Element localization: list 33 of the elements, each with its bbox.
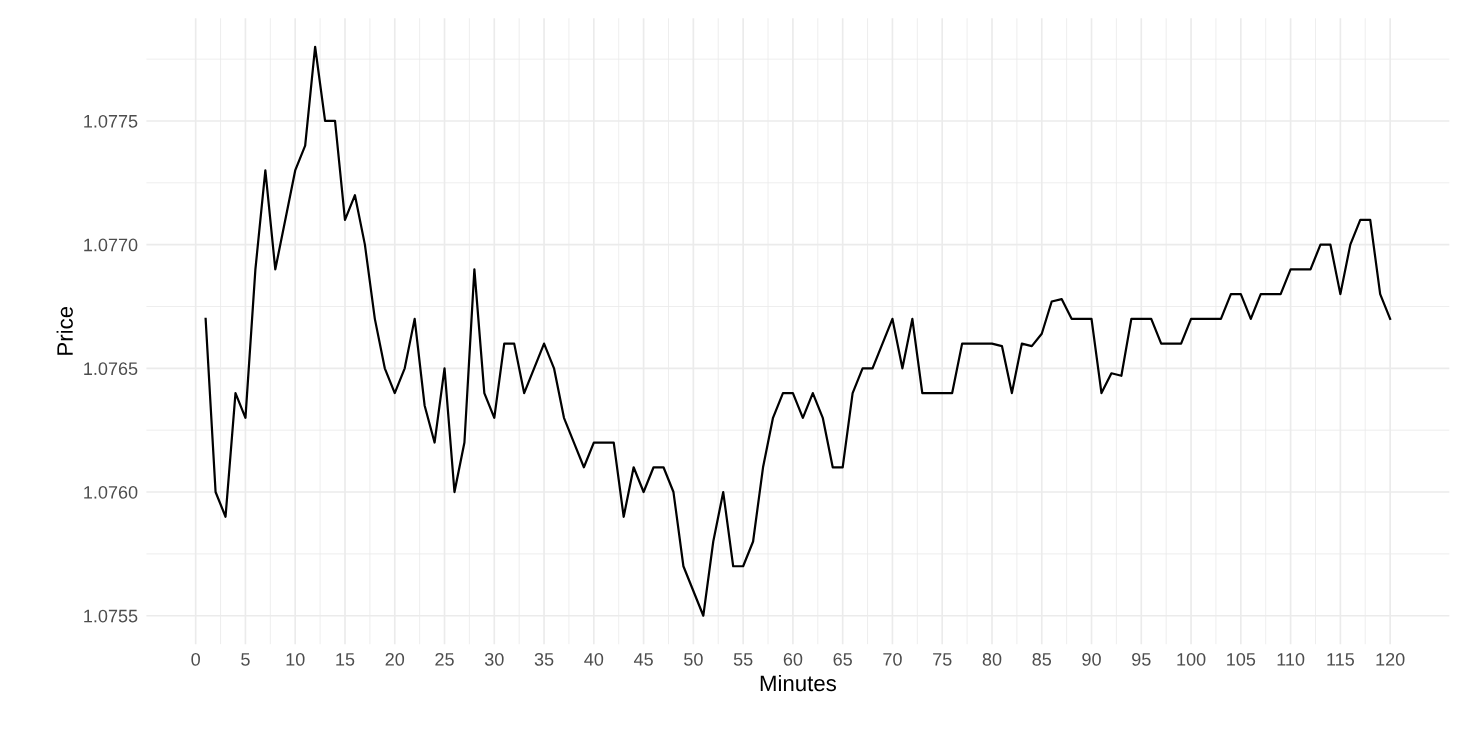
x-tick-label: 90 — [1082, 652, 1101, 666]
x-tick-label: 10 — [286, 652, 305, 666]
x-tick-label: 40 — [584, 652, 604, 666]
y-tick-label: 1.0775 — [84, 114, 138, 128]
x-tick-label: 120 — [1376, 652, 1405, 666]
x-tick-label: 100 — [1177, 652, 1206, 666]
x-tick-label: 25 — [435, 652, 454, 666]
x-tick-label: 20 — [385, 652, 405, 666]
x-tick-label: 110 — [1277, 652, 1305, 666]
y-axis-title: Price — [56, 306, 73, 355]
x-axis-title: Minutes — [760, 674, 836, 692]
y-tick-label: 1.0770 — [84, 238, 138, 252]
x-tick-label: 85 — [1032, 652, 1052, 666]
x-tick-label: 45 — [633, 653, 653, 666]
x-tick-label: 5 — [241, 653, 250, 666]
x-tick-label: 105 — [1227, 652, 1256, 666]
x-tick-label: 115 — [1327, 653, 1355, 666]
x-tick-label: 80 — [982, 652, 1002, 666]
x-tick-label: 15 — [336, 653, 355, 666]
y-tick-label: 1.0765 — [84, 362, 138, 376]
x-tick-label: 75 — [933, 653, 952, 666]
y-tick-label: 1.0755 — [84, 609, 138, 623]
line-series — [204, 45, 1392, 617]
x-tick-label: 55 — [733, 653, 753, 666]
x-tick-label: 70 — [883, 652, 902, 666]
x-tick-label: 60 — [783, 652, 803, 666]
x-tick-label: 35 — [534, 652, 554, 666]
x-tick-label: 50 — [684, 652, 703, 666]
x-tick-label: 95 — [1132, 652, 1151, 666]
x-tick-label: 65 — [833, 652, 852, 666]
x-tick-label: 0 — [191, 652, 200, 666]
y-tick-label: 1.0760 — [84, 485, 138, 499]
x-tick-label: 30 — [484, 652, 504, 666]
